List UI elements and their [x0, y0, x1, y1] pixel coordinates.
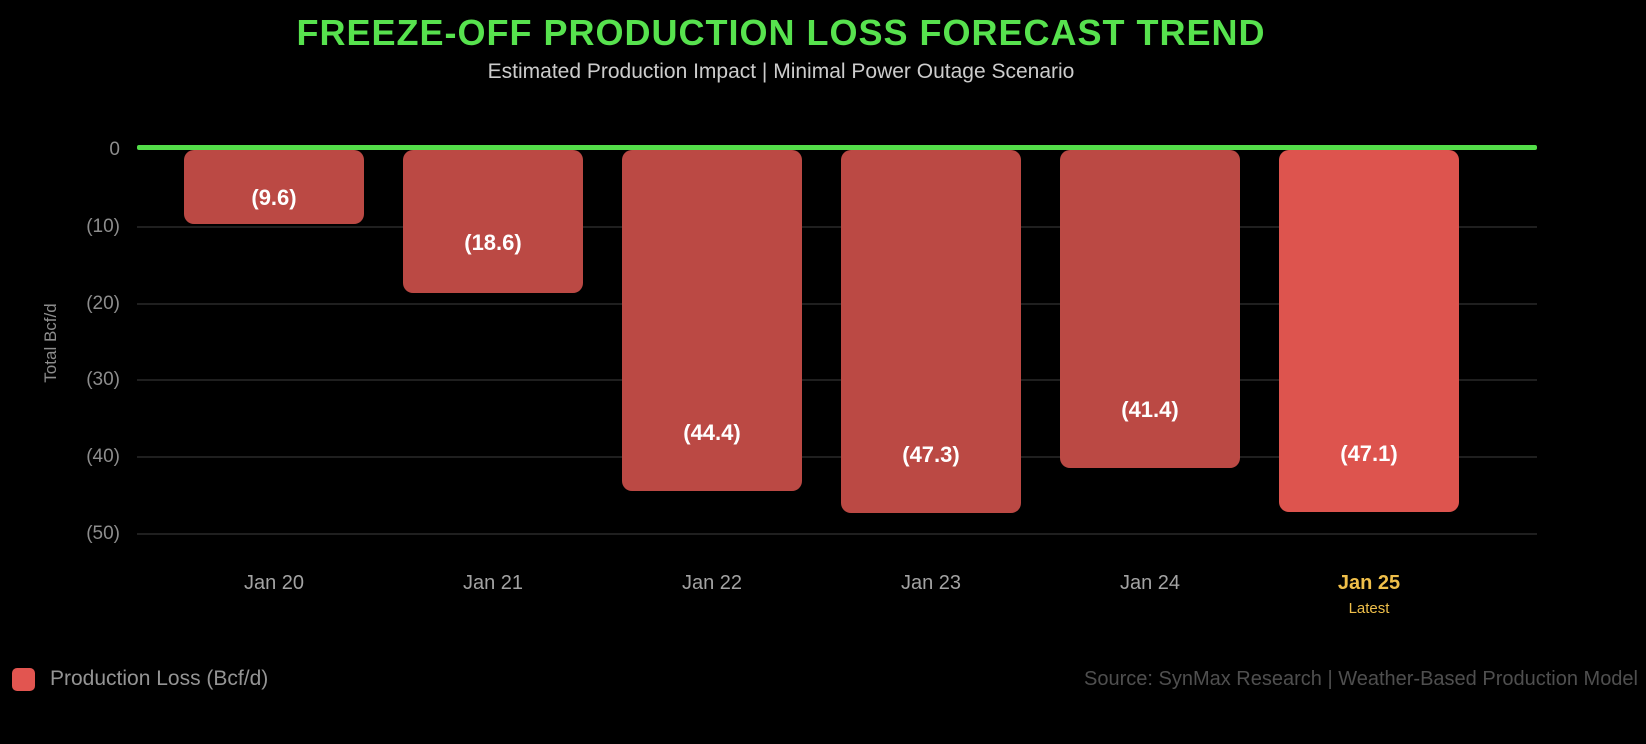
bar-value-label: (47.1): [1340, 441, 1398, 466]
legend-item-production-loss[interactable]: Production Loss (Bcf/d): [12, 665, 268, 693]
gridline: [137, 225, 1537, 228]
gridline: [137, 533, 1537, 535]
x-tick-label: Jan 25: [1337, 572, 1401, 594]
y-tick-label: (50): [86, 523, 120, 544]
y-tick-label: 0: [109, 139, 120, 160]
x-tick-label: Jan 22: [681, 572, 743, 594]
bar[interactable]: (47.1): [1279, 150, 1459, 512]
y-tick-label: (20): [86, 292, 120, 314]
bar-value-label: (18.6): [464, 229, 522, 255]
legend-label: Production Loss (Bcf/d): [50, 667, 269, 690]
gridline: [137, 302, 1537, 305]
bar-value-label: (47.3): [902, 442, 960, 467]
bar-value-label: (41.4): [1121, 397, 1179, 422]
zero-baseline: [137, 145, 1537, 150]
bar[interactable]: (9.6): [184, 150, 364, 224]
x-tick-sublabel-latest: Latest: [1348, 600, 1390, 617]
bar[interactable]: (41.4): [1060, 150, 1240, 468]
bar-value-label: (9.6): [251, 185, 297, 211]
source-note: Source: SynMax Research | Weather-Based …: [1084, 668, 1638, 690]
x-tick-label: Jan 24: [1119, 572, 1181, 594]
gridline: [137, 456, 1537, 459]
y-tick-label: (30): [86, 369, 120, 391]
bar[interactable]: (18.6): [403, 150, 583, 293]
bar-value-label: (44.4): [683, 420, 741, 445]
bar[interactable]: (44.4): [622, 150, 802, 491]
gridline: [137, 379, 1537, 382]
y-tick-label: (10): [86, 215, 120, 237]
chart-title: FREEZE-OFF PRODUCTION LOSS FORECAST TREN…: [296, 12, 1266, 53]
legend-swatch-icon: [12, 667, 35, 691]
x-tick-label: Jan 21: [462, 572, 524, 594]
chart-subtitle: Estimated Production Impact | Minimal Po…: [487, 60, 1075, 83]
x-tick-label: Jan 23: [900, 572, 962, 594]
y-tick-label: (40): [86, 446, 120, 468]
x-tick-label: Jan 20: [243, 572, 305, 594]
bar[interactable]: (47.3): [841, 150, 1021, 513]
